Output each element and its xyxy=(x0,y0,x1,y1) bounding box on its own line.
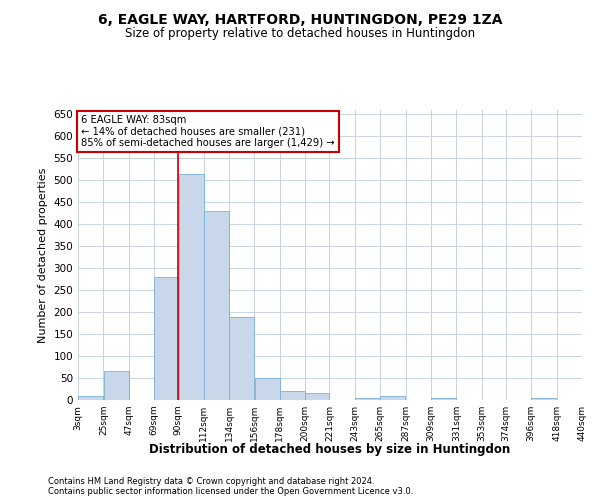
Y-axis label: Number of detached properties: Number of detached properties xyxy=(38,168,48,342)
Bar xyxy=(154,277,178,400)
Text: Size of property relative to detached houses in Huntingdon: Size of property relative to detached ho… xyxy=(125,28,475,40)
Bar xyxy=(431,398,456,400)
Bar xyxy=(229,316,254,400)
Bar xyxy=(179,174,203,400)
Text: Contains public sector information licensed under the Open Government Licence v3: Contains public sector information licen… xyxy=(48,488,413,496)
Bar xyxy=(380,396,406,400)
Bar xyxy=(532,398,556,400)
Bar xyxy=(355,398,380,400)
Text: 6 EAGLE WAY: 83sqm
← 14% of detached houses are smaller (231)
85% of semi-detach: 6 EAGLE WAY: 83sqm ← 14% of detached hou… xyxy=(82,116,335,148)
Text: 6, EAGLE WAY, HARTFORD, HUNTINGDON, PE29 1ZA: 6, EAGLE WAY, HARTFORD, HUNTINGDON, PE29… xyxy=(98,12,502,26)
Text: Distribution of detached houses by size in Huntingdon: Distribution of detached houses by size … xyxy=(149,442,511,456)
Bar xyxy=(305,394,329,400)
Bar xyxy=(254,378,280,400)
Bar xyxy=(280,391,305,400)
Text: Contains HM Land Registry data © Crown copyright and database right 2024.: Contains HM Land Registry data © Crown c… xyxy=(48,478,374,486)
Bar xyxy=(104,372,128,400)
Bar xyxy=(204,211,229,400)
Bar xyxy=(78,396,103,400)
